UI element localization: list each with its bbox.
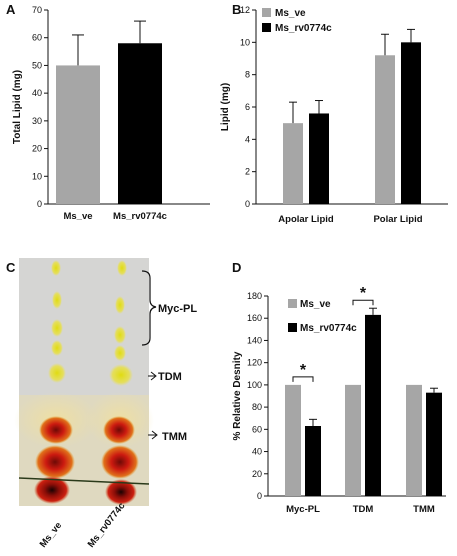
y-tick-label: 0 — [257, 491, 262, 501]
y-tick-label: 2 — [245, 167, 250, 177]
legend-label: Ms_rv0774c — [300, 323, 357, 334]
y-tick-label: 80 — [252, 402, 262, 412]
myc-pl-bracket — [141, 270, 157, 346]
tlc-spot — [101, 445, 139, 479]
x-tick-label: Apolar Lipid — [278, 214, 334, 225]
y-tick-label: 0 — [245, 199, 250, 209]
tlc-spot — [51, 260, 61, 276]
tlc-spot — [51, 319, 63, 337]
y-tick-label: 40 — [252, 447, 262, 457]
tlc-spot — [103, 416, 135, 444]
tlc-plate: Myc-PL TDM TMM Ms_ve Ms_rv0774c — [14, 258, 197, 550]
annotation-tmm: TMM — [162, 431, 187, 443]
bar — [375, 55, 395, 205]
legend-label: Ms_ve — [300, 299, 331, 310]
significance-marker: * — [360, 285, 367, 302]
tlc-spot — [114, 326, 126, 344]
y-axis-label: % Relative Desnity — [232, 351, 243, 440]
y-tick-label: 40 — [32, 88, 42, 98]
y-tick-label: 20 — [252, 469, 262, 479]
bar — [118, 43, 162, 204]
y-tick-label: 12 — [240, 5, 250, 15]
tlc-spot — [48, 363, 66, 383]
y-tick-label: 10 — [240, 37, 250, 47]
bar — [285, 384, 301, 496]
y-tick-label: 180 — [247, 291, 262, 301]
y-axis-label: Total Lipid (mg) — [12, 70, 23, 144]
legend-swatch — [262, 23, 271, 32]
x-tick-label: Ms_rv0774c — [113, 211, 167, 222]
y-tick-label: 100 — [247, 380, 262, 390]
bar — [426, 392, 442, 496]
x-tick-label: TMM — [413, 504, 435, 515]
tlc-origin-line — [18, 477, 150, 485]
x-tick-label: Ms_ve — [63, 211, 92, 222]
x-tick-label: Polar Lipid — [373, 214, 422, 225]
tlc-spot — [114, 345, 126, 361]
bar — [283, 123, 303, 204]
tlc-spot — [52, 291, 62, 309]
legend-swatch — [288, 299, 297, 308]
tlc-spot — [105, 479, 137, 505]
y-tick-label: 4 — [245, 134, 250, 144]
y-tick-label: 20 — [32, 144, 42, 154]
y-tick-label: 0 — [37, 199, 42, 209]
tlc-spot — [115, 296, 125, 314]
bar — [309, 113, 329, 204]
chart-b: 0 2 4 6 8 10 12 Lipid (mg) Apolar Lipid Polar Lip… — [220, 5, 448, 225]
y-tick-label: 160 — [247, 313, 262, 323]
y-tick-label: 60 — [32, 33, 42, 43]
y-axis-label: Lipid (mg) — [220, 83, 231, 131]
tlc-spot — [35, 445, 75, 479]
legend-label: Ms_ve — [275, 8, 306, 19]
x-tick-label: Myc-PL — [286, 504, 320, 515]
bar — [305, 426, 321, 496]
y-tick-label: 6 — [245, 102, 250, 112]
chart-d: 0 20 40 60 80 100 120 140 160 180 % Relative Desni… — [232, 285, 446, 515]
tlc-spot — [34, 476, 70, 504]
bar — [406, 384, 422, 496]
tlc-spot — [39, 416, 73, 444]
panel-label-b: B — [232, 2, 241, 17]
annotation-tdm: TDM — [158, 371, 182, 383]
legend-swatch — [262, 8, 271, 17]
legend-label: Ms_rv0774c — [275, 23, 332, 34]
y-tick-label: 30 — [32, 116, 42, 126]
y-tick-label: 140 — [247, 335, 262, 345]
significance-bracket — [292, 376, 314, 382]
y-tick-label: 8 — [245, 70, 250, 80]
tmm-arrowhead — [151, 430, 158, 440]
y-tick-label: 50 — [32, 60, 42, 70]
chart-a: 0 10 20 30 40 50 60 70 Total Lipid (mg) Ms_ve Ms_r… — [12, 5, 210, 222]
bar — [365, 314, 381, 496]
panel-label-c: C — [6, 260, 16, 275]
y-tick-label: 70 — [32, 5, 42, 15]
y-tick-label: 120 — [247, 358, 262, 368]
tlc-spot — [51, 340, 63, 356]
significance-bracket — [352, 299, 374, 306]
lane-label-ms-rv0774c: Ms_rv0774c — [86, 501, 128, 550]
y-tick-label: 10 — [32, 171, 42, 181]
tlc-spot — [109, 364, 133, 386]
legend-swatch — [288, 323, 297, 332]
panel-label-d: D — [232, 260, 241, 275]
y-tick-label: 60 — [252, 424, 262, 434]
tlc-spot — [117, 260, 127, 276]
significance-marker: * — [300, 362, 307, 379]
bar — [401, 42, 421, 205]
annotation-myc-pl: Myc-PL — [158, 303, 197, 315]
panel-label-a: A — [6, 2, 16, 17]
x-tick-label: TDM — [353, 504, 374, 515]
tdm-arrowhead — [150, 371, 157, 381]
bar — [345, 384, 361, 496]
bar — [56, 65, 100, 204]
lane-label-ms-ve: Ms_ve — [38, 520, 65, 550]
